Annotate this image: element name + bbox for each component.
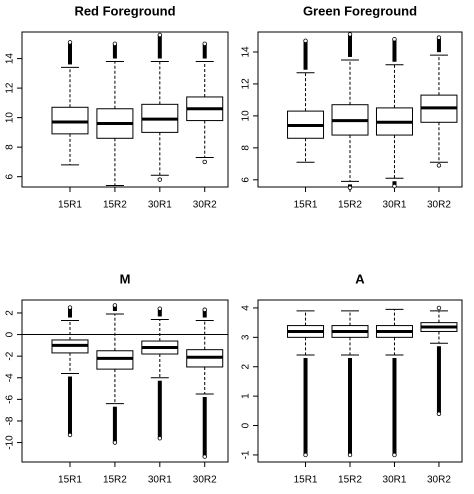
outlier xyxy=(347,185,353,190)
y-tick-label: 10 xyxy=(5,112,16,124)
outlier xyxy=(67,40,73,45)
y-tick-label: -2 xyxy=(5,351,16,360)
outlier xyxy=(67,305,73,310)
y-tick-label: 8 xyxy=(5,144,16,150)
outlier xyxy=(112,41,118,47)
chart-title: A xyxy=(355,271,365,286)
x-tick-label: 30R1 xyxy=(148,200,172,211)
x-tick-label: 30R1 xyxy=(383,200,407,211)
outlier xyxy=(112,440,118,445)
x-tick-label: 30R2 xyxy=(427,200,451,211)
x-tick-label: 15R1 xyxy=(58,200,82,211)
y-tick-label: 12 xyxy=(5,82,16,94)
y-tick-label: 8 xyxy=(241,145,252,151)
outlier xyxy=(112,303,118,308)
x-tick-label: 15R2 xyxy=(338,475,362,486)
outlier xyxy=(157,436,163,441)
x-tick-label: 15R1 xyxy=(294,475,318,486)
outlier xyxy=(347,32,353,37)
outlier xyxy=(202,454,207,459)
plot-frame xyxy=(21,299,229,463)
outlier xyxy=(392,452,397,458)
x-tick-label: 30R1 xyxy=(383,475,407,486)
box xyxy=(96,350,134,370)
outlier xyxy=(157,306,163,311)
x-tick-label: 30R2 xyxy=(193,475,217,486)
outlier xyxy=(436,35,442,40)
outlier xyxy=(303,452,308,458)
outlier xyxy=(67,432,73,438)
y-tick-label: 10 xyxy=(241,110,252,122)
x-tick-label: 15R1 xyxy=(294,200,318,211)
plot-frame xyxy=(257,299,463,463)
y-tick-label: -4 xyxy=(5,373,16,382)
outlier xyxy=(392,36,397,42)
outlier xyxy=(436,305,442,311)
x-tick-label: 15R1 xyxy=(58,475,82,486)
outlier xyxy=(436,411,442,416)
y-tick-label: -6 xyxy=(5,394,16,403)
outlier xyxy=(202,41,207,47)
outlier xyxy=(202,307,207,312)
y-tick-label: 14 xyxy=(241,46,252,58)
x-tick-label: 15R2 xyxy=(103,200,127,211)
outlier xyxy=(392,184,397,189)
plot-frame xyxy=(21,31,229,188)
outlier xyxy=(303,38,308,43)
outlier xyxy=(157,32,163,38)
y-tick-label: 1 xyxy=(241,393,252,399)
y-tick-label: 2 xyxy=(241,364,252,370)
chart-title: M xyxy=(120,271,131,286)
y-tick-label: 12 xyxy=(241,78,252,90)
x-tick-label: 15R2 xyxy=(103,475,127,486)
x-tick-label: 30R1 xyxy=(148,475,172,486)
y-tick-label: 3 xyxy=(241,334,252,340)
outlier xyxy=(347,452,353,458)
chart-title: Green Foreground xyxy=(303,3,417,18)
y-tick-label: 4 xyxy=(241,305,252,311)
outlier xyxy=(436,163,442,168)
y-tick-label: 0 xyxy=(241,422,252,428)
x-tick-label: 30R2 xyxy=(193,200,217,211)
x-tick-label: 15R2 xyxy=(338,200,362,211)
y-tick-label: -1 xyxy=(241,450,252,459)
chart-title: Red Foreground xyxy=(74,3,175,18)
x-tick-label: 30R2 xyxy=(427,475,451,486)
plot-frame xyxy=(257,31,463,188)
y-tick-label: 6 xyxy=(5,173,16,179)
y-tick-label: -10 xyxy=(5,435,16,450)
y-tick-label: 0 xyxy=(5,331,16,337)
y-tick-label: 2 xyxy=(5,310,16,316)
y-tick-label: 14 xyxy=(5,53,16,65)
outlier xyxy=(202,159,207,165)
y-tick-label: -8 xyxy=(5,416,16,425)
y-tick-label: 6 xyxy=(241,177,252,183)
outlier xyxy=(157,177,163,182)
